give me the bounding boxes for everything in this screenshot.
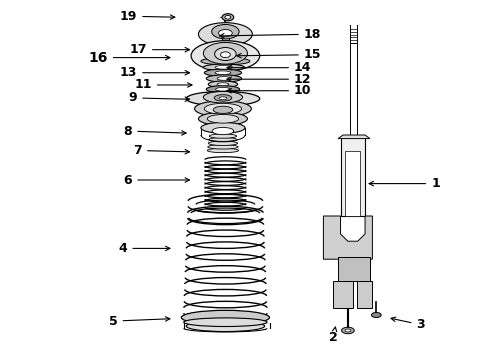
Ellipse shape — [204, 103, 242, 114]
Ellipse shape — [207, 114, 239, 123]
Polygon shape — [338, 135, 370, 139]
Ellipse shape — [181, 310, 270, 325]
Text: 1: 1 — [369, 177, 440, 190]
Ellipse shape — [207, 148, 239, 153]
Text: 5: 5 — [109, 315, 170, 328]
Ellipse shape — [215, 71, 231, 75]
Ellipse shape — [217, 83, 229, 86]
Ellipse shape — [195, 101, 251, 117]
Text: 16: 16 — [88, 51, 170, 64]
Ellipse shape — [217, 77, 231, 80]
Bar — [222, 36, 229, 47]
Ellipse shape — [209, 134, 237, 138]
Ellipse shape — [203, 64, 245, 71]
Ellipse shape — [220, 52, 230, 58]
Ellipse shape — [208, 141, 238, 145]
Ellipse shape — [212, 24, 239, 39]
Ellipse shape — [219, 97, 227, 100]
Ellipse shape — [208, 81, 238, 87]
Ellipse shape — [198, 23, 252, 46]
Ellipse shape — [206, 86, 240, 93]
Ellipse shape — [342, 327, 354, 334]
Text: 3: 3 — [391, 317, 425, 331]
Ellipse shape — [215, 48, 236, 60]
Ellipse shape — [215, 66, 233, 69]
Text: 7: 7 — [133, 144, 190, 157]
Bar — [338, 257, 370, 281]
Text: 8: 8 — [123, 125, 186, 138]
Text: 4: 4 — [119, 242, 170, 255]
Ellipse shape — [186, 91, 260, 106]
Ellipse shape — [203, 42, 247, 64]
Text: 19: 19 — [120, 10, 175, 23]
Ellipse shape — [203, 91, 243, 103]
Ellipse shape — [213, 106, 233, 113]
Ellipse shape — [345, 329, 351, 332]
Ellipse shape — [216, 87, 230, 91]
Ellipse shape — [212, 127, 234, 135]
Ellipse shape — [225, 15, 231, 19]
Polygon shape — [323, 216, 372, 259]
Text: 17: 17 — [129, 43, 190, 56]
Ellipse shape — [209, 138, 237, 142]
Ellipse shape — [206, 75, 242, 82]
Ellipse shape — [201, 122, 245, 133]
Polygon shape — [357, 281, 372, 308]
Ellipse shape — [214, 95, 232, 101]
Bar — [345, 151, 360, 216]
Bar — [350, 43, 357, 137]
Text: 6: 6 — [123, 174, 190, 186]
Ellipse shape — [222, 14, 234, 21]
Bar — [341, 137, 365, 216]
Ellipse shape — [198, 112, 247, 125]
Text: 11: 11 — [134, 78, 192, 91]
Text: 14: 14 — [227, 61, 312, 74]
Ellipse shape — [184, 318, 267, 327]
Ellipse shape — [191, 41, 260, 71]
Text: 12: 12 — [227, 73, 312, 86]
Text: 10: 10 — [227, 84, 312, 97]
Ellipse shape — [186, 321, 265, 332]
Text: 18: 18 — [220, 28, 321, 41]
Ellipse shape — [201, 58, 250, 65]
Text: 9: 9 — [128, 91, 190, 104]
Text: 13: 13 — [120, 66, 190, 79]
Polygon shape — [333, 281, 353, 308]
Text: 15: 15 — [237, 48, 321, 61]
Text: 2: 2 — [329, 327, 338, 344]
Ellipse shape — [371, 312, 381, 318]
Ellipse shape — [208, 145, 238, 149]
Ellipse shape — [204, 69, 242, 76]
Ellipse shape — [219, 30, 232, 37]
